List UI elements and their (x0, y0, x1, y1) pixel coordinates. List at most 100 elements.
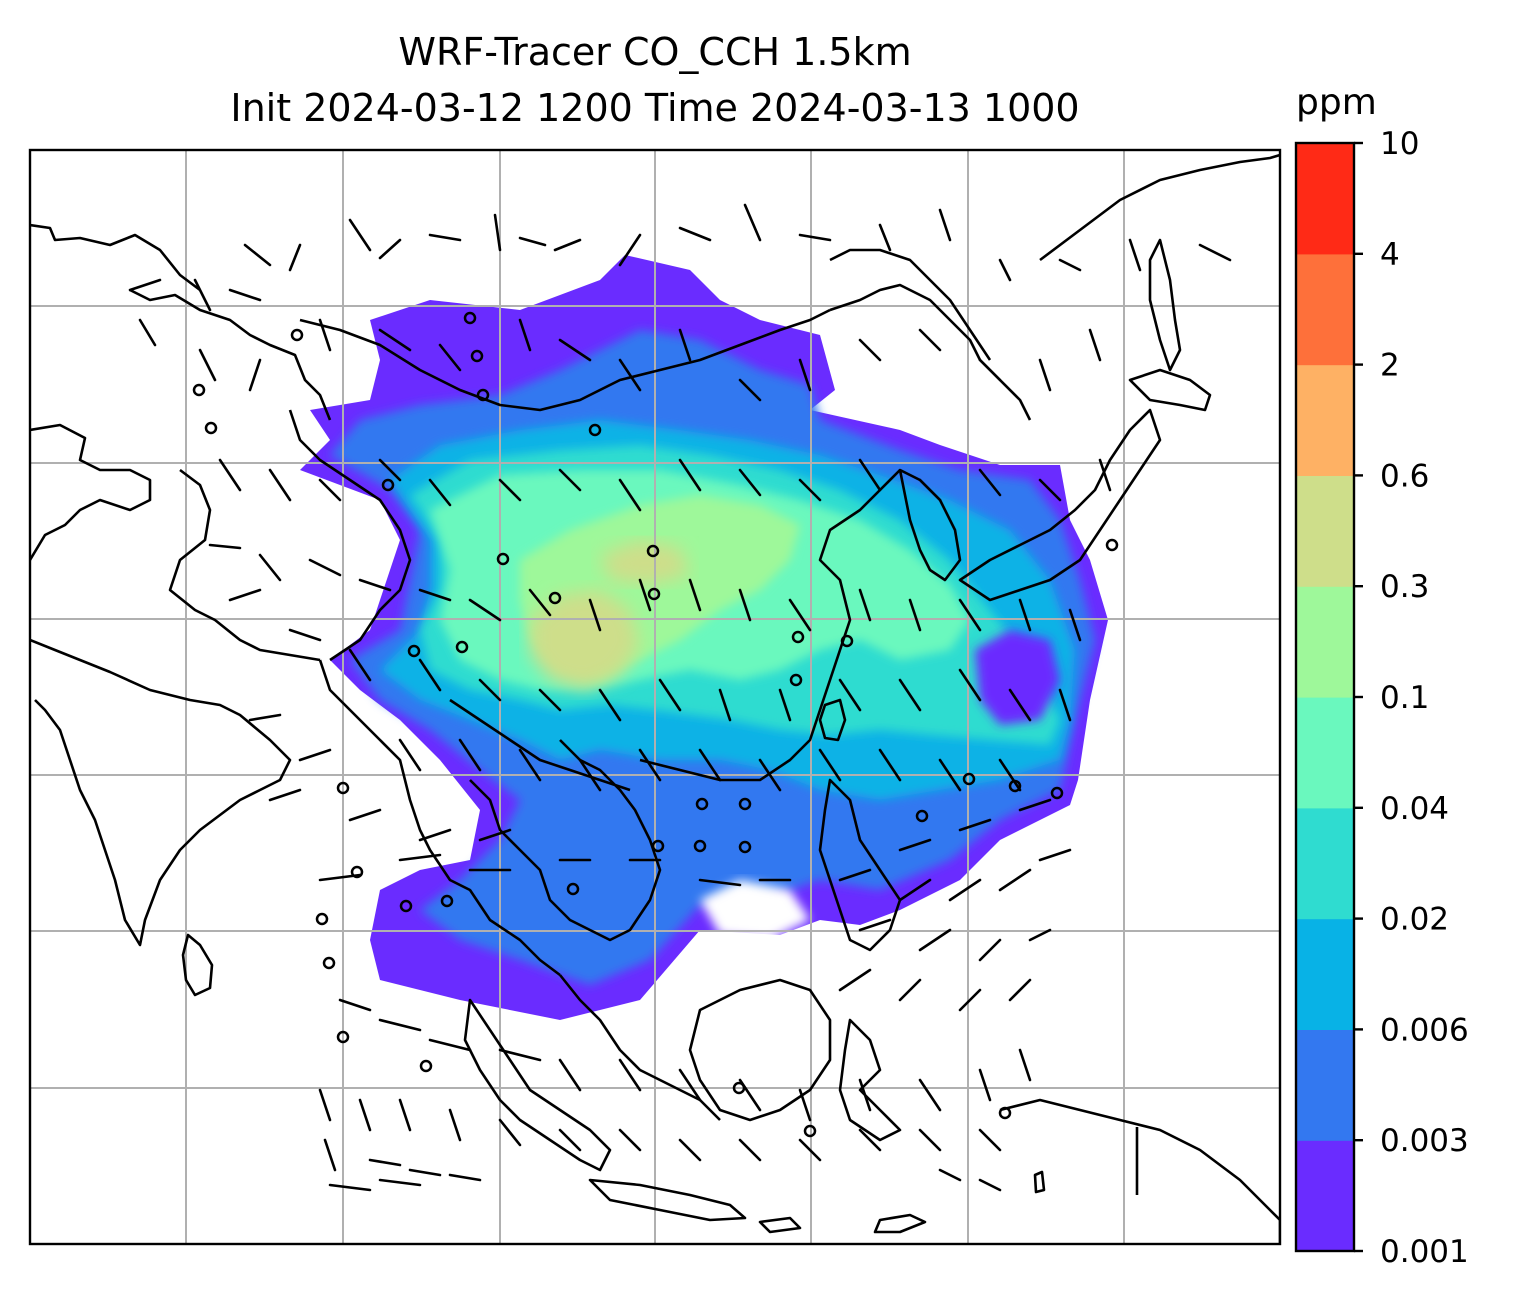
colorbar-tick-label: 10 (1380, 126, 1419, 162)
wind-barb (323, 1138, 1002, 1192)
calm-marker (548, 591, 562, 605)
map-frame (28, 148, 1282, 1246)
colorbar: 0.001 0.003 0.006 0.02 0.04 0.1 0.3 0.6 2 4 10 (1294, 126, 1469, 1270)
calm-marker (732, 1081, 746, 1095)
calm-marker (998, 1106, 1012, 1120)
calm-marker (204, 421, 218, 435)
colorbar-segment (1296, 143, 1354, 255)
calm-marker (455, 640, 469, 654)
colorbar-tick-label: 4 (1380, 237, 1400, 273)
colorbar-tick-label: 0.1 (1380, 680, 1429, 716)
colorbar-tick-label: 0.04 (1380, 791, 1449, 827)
calm-marker (322, 956, 336, 970)
wind-barbs (128, 203, 1232, 1192)
coastline-malay (558, 974, 721, 1121)
calm-marker (290, 328, 304, 342)
calm-marker (840, 634, 854, 648)
field-level-03b (600, 540, 690, 585)
calm-marker (789, 673, 803, 687)
coastline-small-island-3 (758, 1216, 802, 1234)
colorbar-tick-label: 0.3 (1380, 569, 1429, 605)
calm-marker (496, 552, 510, 566)
coastline-china-east (639, 469, 901, 782)
calm-marker (381, 478, 395, 492)
colorbar-tick-label: 0.6 (1380, 458, 1429, 494)
wind-barb (318, 1088, 1002, 1162)
map-title-line2: Init 2024-03-12 1200 Time 2024-03-13 100… (230, 86, 1080, 130)
calm-marker (588, 423, 602, 437)
calm-marker (738, 797, 752, 811)
colorbar-segment (1296, 586, 1354, 698)
coastline-small-island-1 (1033, 1170, 1046, 1194)
border-china-south (449, 698, 631, 792)
coastline-taiwan (818, 698, 847, 742)
colorbar-tick-label: 0.006 (1380, 1012, 1469, 1048)
calm-marker (693, 839, 707, 853)
coastline-java (588, 1178, 747, 1222)
calm-marker (476, 388, 490, 402)
coastlines (30, 153, 1280, 1244)
coastline-arabian (30, 423, 152, 561)
field-level-03 (530, 590, 640, 690)
coastline-new-guinea (999, 1098, 1280, 1244)
calm-marker (336, 1030, 350, 1044)
calm-marker (695, 797, 709, 811)
wind-barb (248, 713, 1022, 792)
colorbar-segment (1296, 364, 1354, 476)
calm-marker (646, 544, 660, 558)
calm-marker (463, 311, 477, 325)
wind-barb (218, 458, 1112, 512)
calm-marker (336, 781, 350, 795)
calm-marker (566, 882, 580, 896)
calm-marker (419, 1059, 433, 1073)
border-china-west (288, 409, 412, 662)
calm-marker (803, 1124, 817, 1138)
calm-marker (915, 809, 929, 823)
border-mongolia-east (829, 283, 1032, 421)
calm-marker (651, 839, 665, 853)
coastline-russia-far-east (1039, 153, 1280, 262)
calm-marker (470, 349, 484, 363)
calm-marker (407, 644, 421, 658)
calm-marker (192, 383, 206, 397)
calm-wind-markers (192, 311, 1119, 1138)
wind-barb (128, 278, 1102, 402)
coastline-sumatra (463, 998, 612, 1172)
border-northwest (30, 223, 201, 292)
border-mongolia (299, 308, 831, 412)
calm-marker (440, 894, 454, 908)
colorbar-tick-label: 0.001 (1380, 1234, 1469, 1270)
wind-barb (838, 848, 1072, 1012)
wind-barb (228, 588, 1072, 722)
border-russia-china (829, 248, 992, 361)
field-level-0001-east-patch (975, 630, 1060, 725)
border-himalaya (129, 288, 332, 421)
gridlines (30, 150, 1280, 1244)
colorbar-segment (1296, 807, 1354, 920)
map-plot-area (30, 150, 1280, 1244)
calm-marker (1105, 538, 1119, 552)
colorbar-tick-label: 0.02 (1380, 902, 1449, 938)
coastline-philippines (818, 778, 902, 952)
coastline-bay-of-bengal-east (318, 659, 561, 977)
colorbar-segment (1296, 1029, 1354, 1141)
coastline-japan (958, 408, 1162, 602)
wind-barb (208, 543, 1082, 642)
colorbar-tick-label: 0.003 (1380, 1123, 1469, 1159)
wind-barb (268, 788, 1052, 887)
coastline-india (30, 638, 292, 947)
colorbar-segment (1296, 253, 1354, 366)
calm-marker (315, 912, 329, 926)
wind-barb (318, 853, 1032, 1122)
colorbar-segment (1296, 918, 1354, 1030)
coastline-sulawesi (838, 1018, 902, 1142)
coastline-srilanka (181, 933, 214, 997)
colorbar-segment (1296, 475, 1354, 587)
colorbar-segment (1296, 1140, 1354, 1252)
colorbar-segment (1296, 697, 1354, 809)
coastline-borneo (688, 978, 832, 1122)
calm-marker (1008, 779, 1022, 793)
coastline-hokkaido (1128, 368, 1212, 412)
calm-marker (647, 587, 661, 601)
